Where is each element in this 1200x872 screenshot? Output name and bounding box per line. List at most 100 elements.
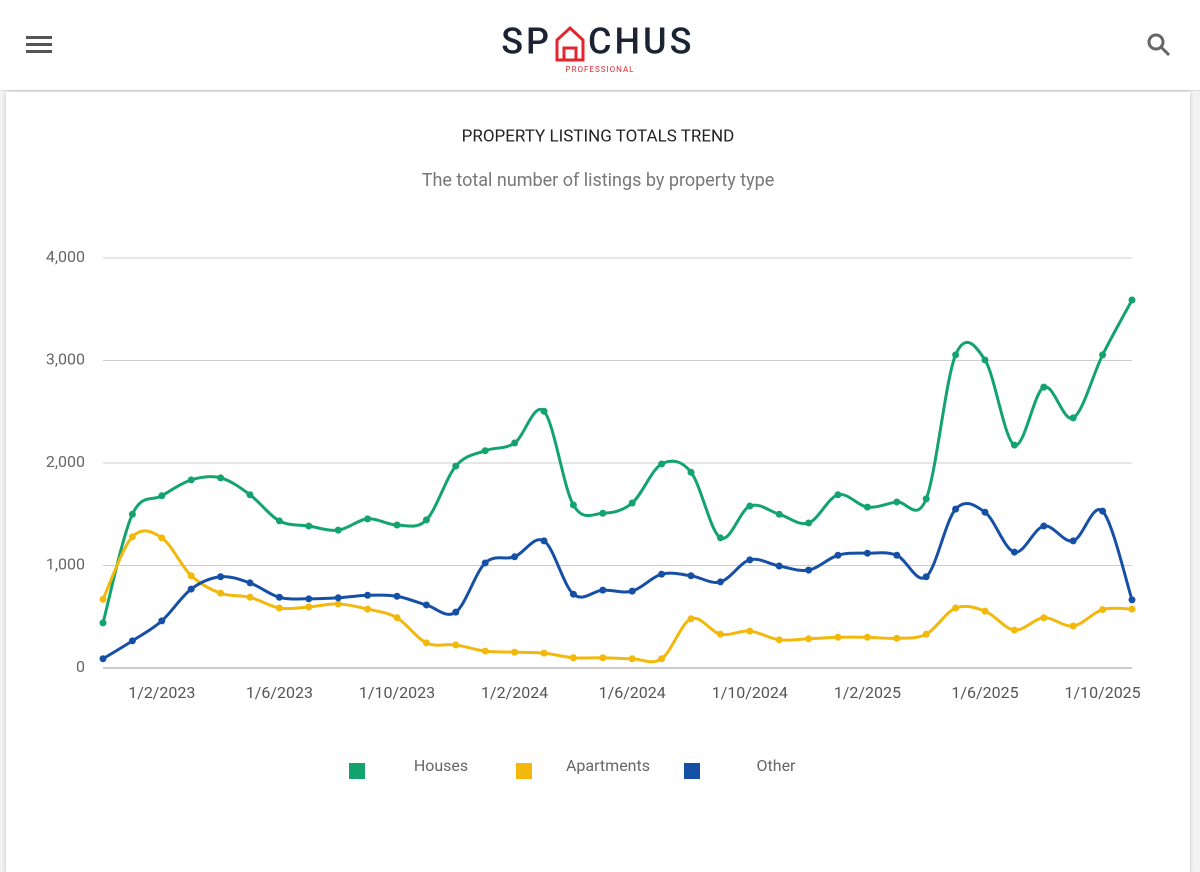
data-point: [893, 498, 901, 506]
data-point: [334, 594, 342, 602]
data-point: [834, 551, 842, 559]
data-point: [275, 604, 283, 612]
chart-card: [6, 92, 1190, 872]
data-point: [687, 468, 695, 476]
data-point: [275, 593, 283, 601]
data-point: [922, 573, 930, 581]
data-point: [364, 515, 372, 523]
legend-swatch: [684, 763, 700, 779]
data-point: [1128, 296, 1136, 304]
menu-button[interactable]: [26, 36, 52, 53]
data-point: [393, 521, 401, 529]
data-point: [364, 591, 372, 599]
data-point: [893, 551, 901, 559]
data-point: [569, 590, 577, 598]
logo[interactable]: SP CHUS PROFESSIONAL: [501, 21, 694, 75]
data-point: [893, 634, 901, 642]
data-point: [393, 592, 401, 600]
data-point: [334, 600, 342, 608]
x-tick-label: 1/2/2024: [481, 683, 548, 702]
legend-label: Houses: [414, 756, 468, 775]
legend-swatch: [349, 763, 365, 779]
data-point: [217, 474, 225, 482]
data-point: [511, 553, 519, 561]
y-tick-label: 2,000: [46, 452, 85, 471]
data-point: [746, 627, 754, 635]
data-point: [128, 510, 136, 518]
data-point: [687, 572, 695, 580]
data-point: [422, 601, 430, 609]
data-point: [863, 633, 871, 641]
data-point: [658, 570, 666, 578]
x-tick-label: 1/10/2024: [712, 683, 788, 702]
header-svg: SP CHUS PROFESSIONAL: [26, 21, 1171, 75]
x-tick-label: 1/2/2025: [834, 683, 901, 702]
data-point: [1010, 441, 1018, 449]
menu-bar: [26, 50, 52, 53]
data-point: [746, 556, 754, 564]
series-line: [101, 529, 1133, 664]
logo-text: SP: [501, 21, 552, 63]
data-point: [158, 617, 166, 625]
data-point: [805, 566, 813, 574]
data-point: [275, 517, 283, 525]
data-point: [217, 573, 225, 581]
data-point: [452, 608, 460, 616]
data-point: [305, 595, 313, 603]
data-point: [540, 407, 548, 415]
x-tick-label: 1/10/2023: [359, 683, 435, 702]
y-tick-label: 4,000: [46, 247, 85, 266]
logo-text: CHUS: [588, 21, 694, 63]
logo-house: [555, 25, 585, 62]
data-point: [511, 648, 519, 656]
data-point: [217, 589, 225, 597]
data-point: [158, 492, 166, 500]
data-point: [658, 460, 666, 468]
y-tick-label: 1,000: [46, 555, 85, 574]
data-point: [305, 603, 313, 611]
search-button[interactable]: [1147, 33, 1171, 57]
series-line: [102, 501, 1134, 661]
data-point: [128, 637, 136, 645]
data-point: [775, 510, 783, 518]
data-point: [775, 562, 783, 570]
data-point: [628, 655, 636, 663]
data-point: [922, 495, 930, 503]
data-point: [599, 654, 607, 662]
data-point: [1069, 537, 1077, 545]
data-point: [716, 534, 724, 542]
data-point: [246, 593, 254, 601]
data-point: [805, 635, 813, 643]
data-point: [658, 655, 666, 663]
data-point: [511, 439, 519, 447]
data-point: [952, 351, 960, 359]
data-point: [452, 462, 460, 470]
data-point: [1099, 606, 1107, 614]
data-point: [863, 503, 871, 511]
data-point: [99, 655, 107, 663]
menu-bar: [26, 43, 52, 46]
search-icon: [1147, 33, 1165, 51]
data-point: [981, 607, 989, 615]
search-icon: [1159, 45, 1171, 57]
data-point: [628, 587, 636, 595]
data-point: [981, 508, 989, 516]
data-point: [364, 605, 372, 613]
data-point: [452, 641, 460, 649]
data-point: [628, 499, 636, 507]
x-tick-label: 1/2/2023: [128, 683, 195, 702]
data-point: [716, 630, 724, 638]
data-point: [687, 615, 695, 623]
menu-bar: [26, 36, 52, 39]
data-point: [1040, 614, 1048, 622]
data-point: [599, 586, 607, 594]
x-tick-label: 1/6/2024: [599, 683, 666, 702]
data-point: [1128, 605, 1136, 613]
data-point: [99, 595, 107, 603]
y-tick-label: 3,000: [46, 350, 85, 369]
data-point: [1069, 622, 1077, 630]
data-point: [1040, 383, 1048, 391]
data-point: [1069, 414, 1077, 422]
data-point: [952, 505, 960, 513]
